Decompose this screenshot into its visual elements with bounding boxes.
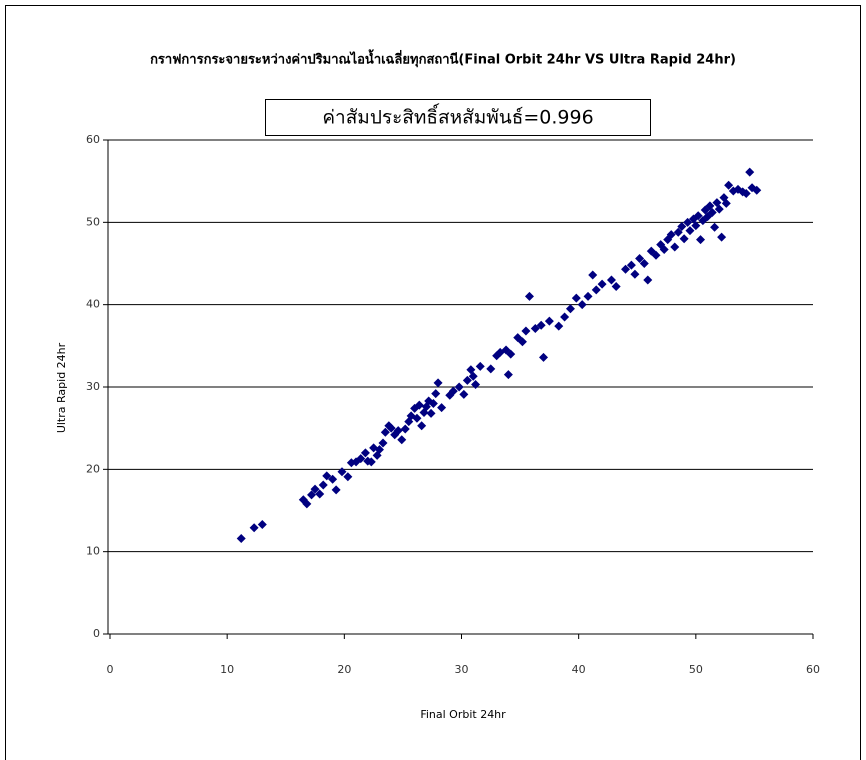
y-tick-label: 20 bbox=[86, 462, 100, 475]
y-tick-label: 40 bbox=[86, 298, 100, 311]
y-tick-label: 0 bbox=[93, 627, 100, 640]
y-tick-label: 10 bbox=[86, 545, 100, 558]
x-tick-label: 10 bbox=[220, 663, 234, 676]
x-tick-label: 50 bbox=[689, 663, 703, 676]
x-axis-label: Final Orbit 24hr bbox=[420, 708, 506, 721]
x-tick-label: 0 bbox=[107, 663, 114, 676]
x-tick-label: 20 bbox=[337, 663, 351, 676]
x-tick-label: 60 bbox=[806, 663, 820, 676]
x-tick-label: 30 bbox=[455, 663, 469, 676]
annotation: ค่าสัมประสิทธิ์สหสัมพันธ์=0.996 bbox=[322, 103, 593, 129]
y-tick-label: 60 bbox=[86, 133, 100, 146]
y-axis-label: Ultra Rapid 24hr bbox=[55, 342, 68, 433]
y-tick-label: 30 bbox=[86, 380, 100, 393]
x-tick-label: 40 bbox=[572, 663, 586, 676]
y-tick-label: 50 bbox=[86, 215, 100, 228]
chart: กราฟการกระจายระหว่างค่าปริมาณไอน้ำเฉลี่ย… bbox=[0, 0, 866, 760]
